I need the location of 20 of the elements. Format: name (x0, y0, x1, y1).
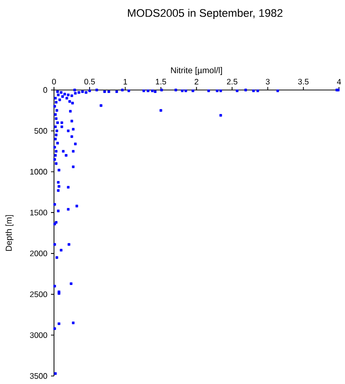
y-tick-label: 1500 (30, 210, 48, 216)
y-tick-label: 500 (34, 128, 48, 134)
y-tick-label: 1000 (30, 168, 48, 175)
x-tick-label: 3.5 (298, 78, 309, 84)
x-tick-label: 4 (336, 78, 341, 84)
y-tick-label: 3000 (30, 332, 48, 338)
y-tick-label: 0 (43, 87, 48, 93)
x-axis-title: Nitrite [µmol/l] (171, 67, 222, 75)
x-tick-label: 1.5 (156, 78, 166, 84)
x-tick-label: 3 (266, 78, 270, 84)
x-tick-label: 1 (124, 78, 128, 84)
chart-title: MODS2005 in September, 1982 (128, 8, 282, 20)
y-tick-label: 3500 (30, 373, 48, 379)
x-tick-label: 2 (194, 78, 198, 84)
y-tick-label: 2000 (30, 250, 48, 256)
y-tick-label: 2500 (30, 291, 48, 298)
x-tick-label: 2.5 (226, 78, 238, 84)
x-tick-label: 0 (52, 78, 56, 84)
y-axis-title: Depth [m] (5, 215, 14, 251)
x-tick-label: 0.5 (84, 78, 95, 84)
